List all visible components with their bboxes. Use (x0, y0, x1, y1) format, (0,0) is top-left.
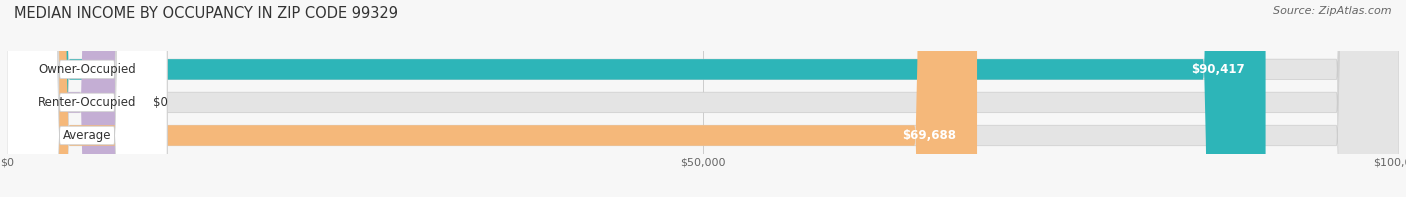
Text: Owner-Occupied: Owner-Occupied (38, 63, 136, 76)
FancyBboxPatch shape (7, 0, 977, 197)
Text: Source: ZipAtlas.com: Source: ZipAtlas.com (1274, 6, 1392, 16)
FancyBboxPatch shape (7, 0, 1399, 197)
Text: Renter-Occupied: Renter-Occupied (38, 96, 136, 109)
FancyBboxPatch shape (7, 0, 167, 197)
Text: $0: $0 (153, 96, 169, 109)
FancyBboxPatch shape (7, 0, 1265, 197)
Text: $69,688: $69,688 (903, 129, 956, 142)
FancyBboxPatch shape (7, 0, 167, 197)
Text: MEDIAN INCOME BY OCCUPANCY IN ZIP CODE 99329: MEDIAN INCOME BY OCCUPANCY IN ZIP CODE 9… (14, 6, 398, 21)
FancyBboxPatch shape (7, 0, 167, 197)
Text: $90,417: $90,417 (1191, 63, 1244, 76)
FancyBboxPatch shape (7, 0, 139, 197)
FancyBboxPatch shape (7, 0, 1399, 197)
FancyBboxPatch shape (7, 0, 1399, 197)
Text: Average: Average (63, 129, 111, 142)
